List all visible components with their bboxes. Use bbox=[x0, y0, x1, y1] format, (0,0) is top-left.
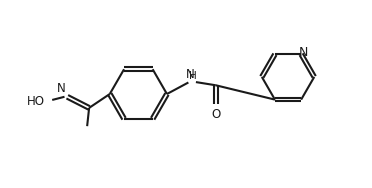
Text: H: H bbox=[189, 71, 197, 81]
Text: HO: HO bbox=[27, 95, 45, 108]
Text: N: N bbox=[299, 46, 309, 59]
Text: N: N bbox=[57, 82, 66, 95]
Text: N: N bbox=[186, 68, 194, 81]
Text: O: O bbox=[211, 108, 220, 121]
